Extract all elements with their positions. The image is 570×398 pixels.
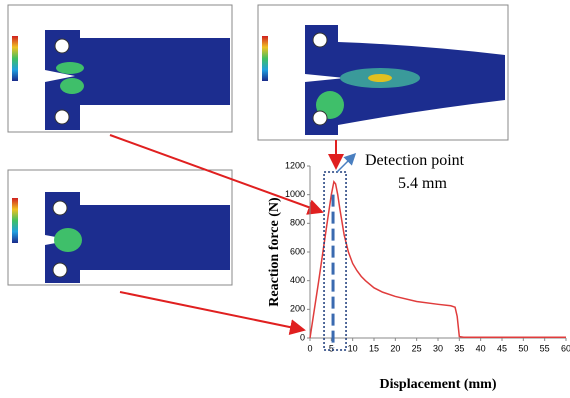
y-tick-label: 800 — [290, 218, 305, 228]
x-tick-label: 20 — [390, 343, 400, 353]
x-tick-label: 0 — [307, 343, 312, 353]
y-tick-label: 200 — [290, 304, 305, 314]
y-tick-label: 400 — [290, 275, 305, 285]
line — [310, 182, 566, 338]
x-axis-label: Displacement (mm) — [379, 377, 496, 392]
y-tick-label: 600 — [290, 246, 305, 256]
x-tick-label: 25 — [412, 343, 422, 353]
fea-panel — [8, 5, 232, 132]
fea-panel — [258, 5, 508, 140]
x-tick-label: 35 — [454, 343, 464, 353]
x-tick-label: 50 — [518, 343, 528, 353]
x-tick-label: 5 — [329, 343, 334, 353]
y-tick-label: 1200 — [285, 160, 305, 170]
x-tick-label: 55 — [540, 343, 550, 353]
fea-panel — [8, 170, 232, 285]
x-tick-label: 40 — [476, 343, 486, 353]
y-tick-label: 0 — [300, 332, 305, 342]
y-axis-label: Reaction force (N) — [267, 197, 282, 307]
x-tick-label: 30 — [433, 343, 443, 353]
figure: 0 200 400 600 800 1000 1200 0 5 10 15 20 25 30 35 40 45 5… — [0, 0, 570, 398]
x-tick-label: 10 — [348, 343, 358, 353]
y-tick-label: 1000 — [285, 189, 305, 199]
x-tick-label: 60 — [561, 343, 570, 353]
annotation-title: Detection point — [365, 152, 465, 169]
annotation-label: 5.4 mm — [398, 175, 447, 192]
x-tick-label: 45 — [497, 343, 507, 353]
x-tick-label: 15 — [369, 343, 379, 353]
detection-box — [324, 172, 346, 350]
detection-arrow — [337, 154, 355, 172]
